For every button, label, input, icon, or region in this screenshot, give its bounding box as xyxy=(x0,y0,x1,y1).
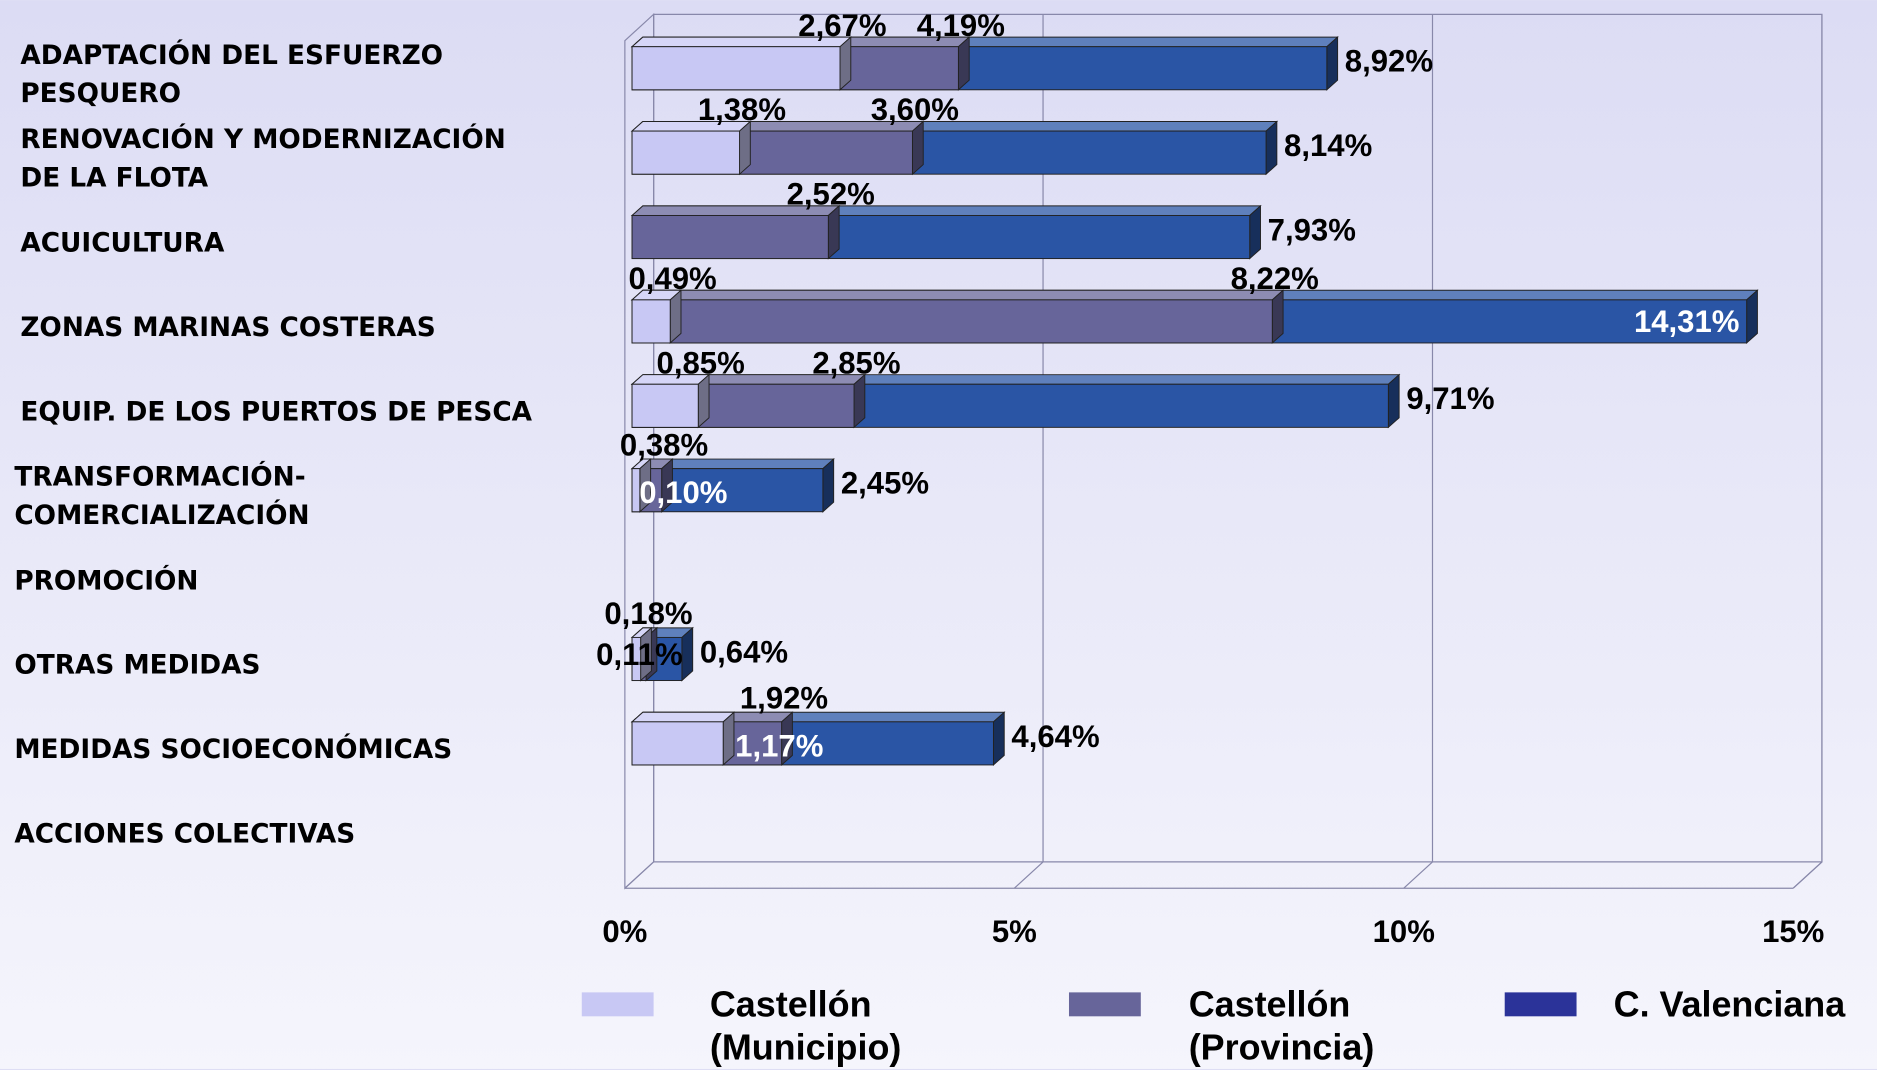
bar-front xyxy=(631,130,741,175)
value-label: 9,71% xyxy=(1406,381,1494,416)
value-label: 0,49% xyxy=(629,261,717,296)
legend-swatch xyxy=(1504,992,1577,1017)
category-label: ACUICULTURA xyxy=(20,229,225,259)
bar-side xyxy=(1326,36,1339,91)
bar xyxy=(630,204,841,260)
bar-side xyxy=(1249,204,1261,260)
legend-label: C. Valenciana xyxy=(1613,985,1846,1025)
bar-side xyxy=(697,373,710,429)
legend-swatch xyxy=(1068,992,1141,1017)
bar-front xyxy=(631,636,642,682)
value-label: 0,10% xyxy=(639,475,727,510)
bar-side xyxy=(681,626,694,682)
bar-front xyxy=(631,468,641,513)
bar-front xyxy=(631,721,724,766)
bar-side xyxy=(722,711,735,766)
value-label: 2,85% xyxy=(812,345,900,380)
bar-side xyxy=(1387,373,1400,429)
bar-front xyxy=(631,214,829,260)
value-label: 0,85% xyxy=(657,345,745,380)
value-label: 1,92% xyxy=(740,681,828,716)
bar xyxy=(630,289,1285,345)
value-label: 8,14% xyxy=(1284,128,1372,163)
bar xyxy=(630,289,683,345)
bar xyxy=(630,458,652,513)
tick-mark xyxy=(1013,861,1044,889)
bar xyxy=(630,120,752,176)
bar-front xyxy=(631,46,841,91)
bar-side xyxy=(839,36,852,91)
bar-side xyxy=(853,373,866,429)
category-label: RENOVACIÓN Y MODERNIZACIÓN xyxy=(20,123,505,155)
bar-front xyxy=(631,383,699,428)
value-label: 0,18% xyxy=(604,596,692,631)
x-tick-label: 5% xyxy=(992,914,1037,949)
bar-side xyxy=(957,36,970,91)
x-tick-label: 10% xyxy=(1373,914,1435,949)
category-label: PROMOCIÓN xyxy=(14,564,198,596)
value-label: 1,38% xyxy=(698,92,786,127)
tick-mark xyxy=(1792,861,1823,889)
x-tick-label: 15% xyxy=(1762,914,1824,949)
category-label: DE LA FLOTA xyxy=(20,163,208,193)
bar xyxy=(630,373,711,429)
bar-side xyxy=(1271,289,1284,345)
bar-front xyxy=(631,299,1273,344)
category-label: MEDIDAS SOCIOECONÓMICAS xyxy=(14,733,452,765)
bar xyxy=(630,626,653,682)
legend-swatch xyxy=(581,992,654,1017)
category-label: EQUIP. DE LOS PUERTOS DE PESCA xyxy=(20,397,532,427)
value-label: 14,31% xyxy=(1634,304,1740,339)
bar-side xyxy=(992,711,1005,766)
value-label: 0,11% xyxy=(596,637,683,672)
value-label: 1,17% xyxy=(735,728,823,763)
category-label: ACCIONES COLECTIVAS xyxy=(14,819,355,849)
bar xyxy=(630,711,736,766)
value-label: 3,60% xyxy=(871,92,959,127)
category-label: PESQUERO xyxy=(20,79,181,109)
bar-front xyxy=(631,299,671,344)
bar xyxy=(630,36,853,91)
value-label: 2,45% xyxy=(841,466,929,501)
bar-top xyxy=(630,289,1285,301)
value-label: 8,92% xyxy=(1345,44,1433,79)
tick-mark xyxy=(1403,861,1433,889)
bar-side xyxy=(1746,289,1758,345)
value-label: 0,64% xyxy=(700,634,788,669)
value-label: 2,52% xyxy=(787,177,875,212)
value-label: 0,38% xyxy=(620,427,708,462)
legend-label: Castellón (Municipio) xyxy=(709,985,902,1068)
category-label: COMERCIALIZACIÓN xyxy=(14,499,309,531)
value-label: 8,22% xyxy=(1231,261,1319,296)
bar-side xyxy=(1265,120,1278,176)
category-label: OTRAS MEDIDAS xyxy=(14,651,260,681)
tick-mark xyxy=(624,861,655,889)
bar-side xyxy=(911,120,924,176)
bar-side xyxy=(827,204,840,260)
value-label: 4,19% xyxy=(917,8,1005,43)
category-label: ADAPTACIÓN DEL ESFUERZO xyxy=(20,39,443,71)
bar-side xyxy=(822,458,835,513)
x-tick-label: 0% xyxy=(602,914,647,949)
category-label: TRANSFORMACIÓN- xyxy=(14,461,305,493)
bar-top xyxy=(630,711,736,723)
value-label: 4,64% xyxy=(1011,719,1099,754)
bar-side xyxy=(669,289,682,345)
bar-side xyxy=(739,120,751,176)
legend-label: Castellón (Provincia) xyxy=(1188,985,1375,1068)
category-label: ZONAS MARINAS COSTERAS xyxy=(20,313,435,343)
value-label: 2,67% xyxy=(798,8,886,43)
value-label: 7,93% xyxy=(1268,212,1356,247)
